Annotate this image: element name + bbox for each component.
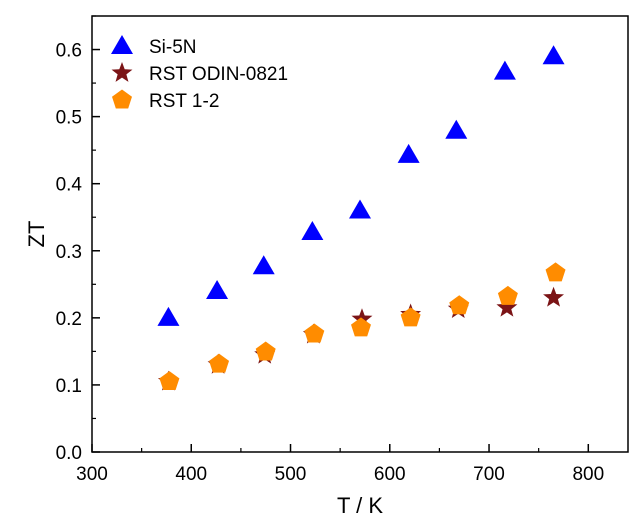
triangle-marker <box>252 255 275 275</box>
star-marker <box>496 296 518 317</box>
x-tick-label: 400 <box>175 464 207 485</box>
legend-triangle-marker <box>111 35 133 54</box>
y-axis-title: ZT <box>24 221 49 248</box>
x-tick-label: 300 <box>76 464 108 485</box>
x-tick-label: 500 <box>275 464 307 485</box>
y-tick-label: 0.5 <box>56 108 82 129</box>
legend-pentagon-marker <box>112 89 132 109</box>
triangle-marker <box>157 306 180 326</box>
triangle-marker <box>493 60 516 80</box>
pentagon-marker <box>545 262 566 282</box>
y-tick-label: 0.0 <box>56 443 82 464</box>
legend-label: RST 1-2 <box>149 91 219 112</box>
axis-tick-labels: 300 400 500 600 700 800 0.0 0.1 0.2 0.3 0.4 0.5 0.6 <box>56 41 605 485</box>
star-marker <box>543 286 565 307</box>
triangle-marker <box>349 199 371 219</box>
y-tick-label: 0.1 <box>56 376 82 397</box>
plot-frame <box>91 15 629 453</box>
x-tick-label: 700 <box>473 464 505 485</box>
pentagon-marker <box>159 371 180 391</box>
triangle-marker <box>397 143 420 163</box>
legend-star-marker <box>111 62 133 82</box>
triangle-marker <box>301 220 324 240</box>
pentagon-marker <box>400 307 421 327</box>
y-tick-label: 0.4 <box>56 175 83 196</box>
x-axis-title: T / K <box>337 493 383 518</box>
pentagon-marker <box>209 353 230 373</box>
y-tick-label: 0.3 <box>56 242 82 263</box>
triangle-marker <box>445 119 468 139</box>
x-tick-label: 800 <box>572 464 604 485</box>
legend-label: Si-5N <box>149 37 197 58</box>
triangle-marker <box>206 280 229 300</box>
legend-label: RST ODIN-0821 <box>149 64 288 85</box>
legend: Si-5N RST ODIN-0821 RST 1-2 <box>111 35 288 112</box>
pentagon-marker <box>449 295 470 315</box>
pentagon-marker <box>304 323 325 343</box>
pentagon-marker <box>351 317 371 337</box>
x-tick-label: 600 <box>374 464 406 485</box>
y-tick-label: 0.2 <box>56 309 82 330</box>
triangle-marker <box>542 45 565 65</box>
y-tick-label: 0.6 <box>56 41 82 62</box>
axis-ticks <box>91 15 590 453</box>
data-markers <box>157 45 566 391</box>
pentagon-marker <box>255 341 276 361</box>
pentagon-marker <box>497 285 518 305</box>
